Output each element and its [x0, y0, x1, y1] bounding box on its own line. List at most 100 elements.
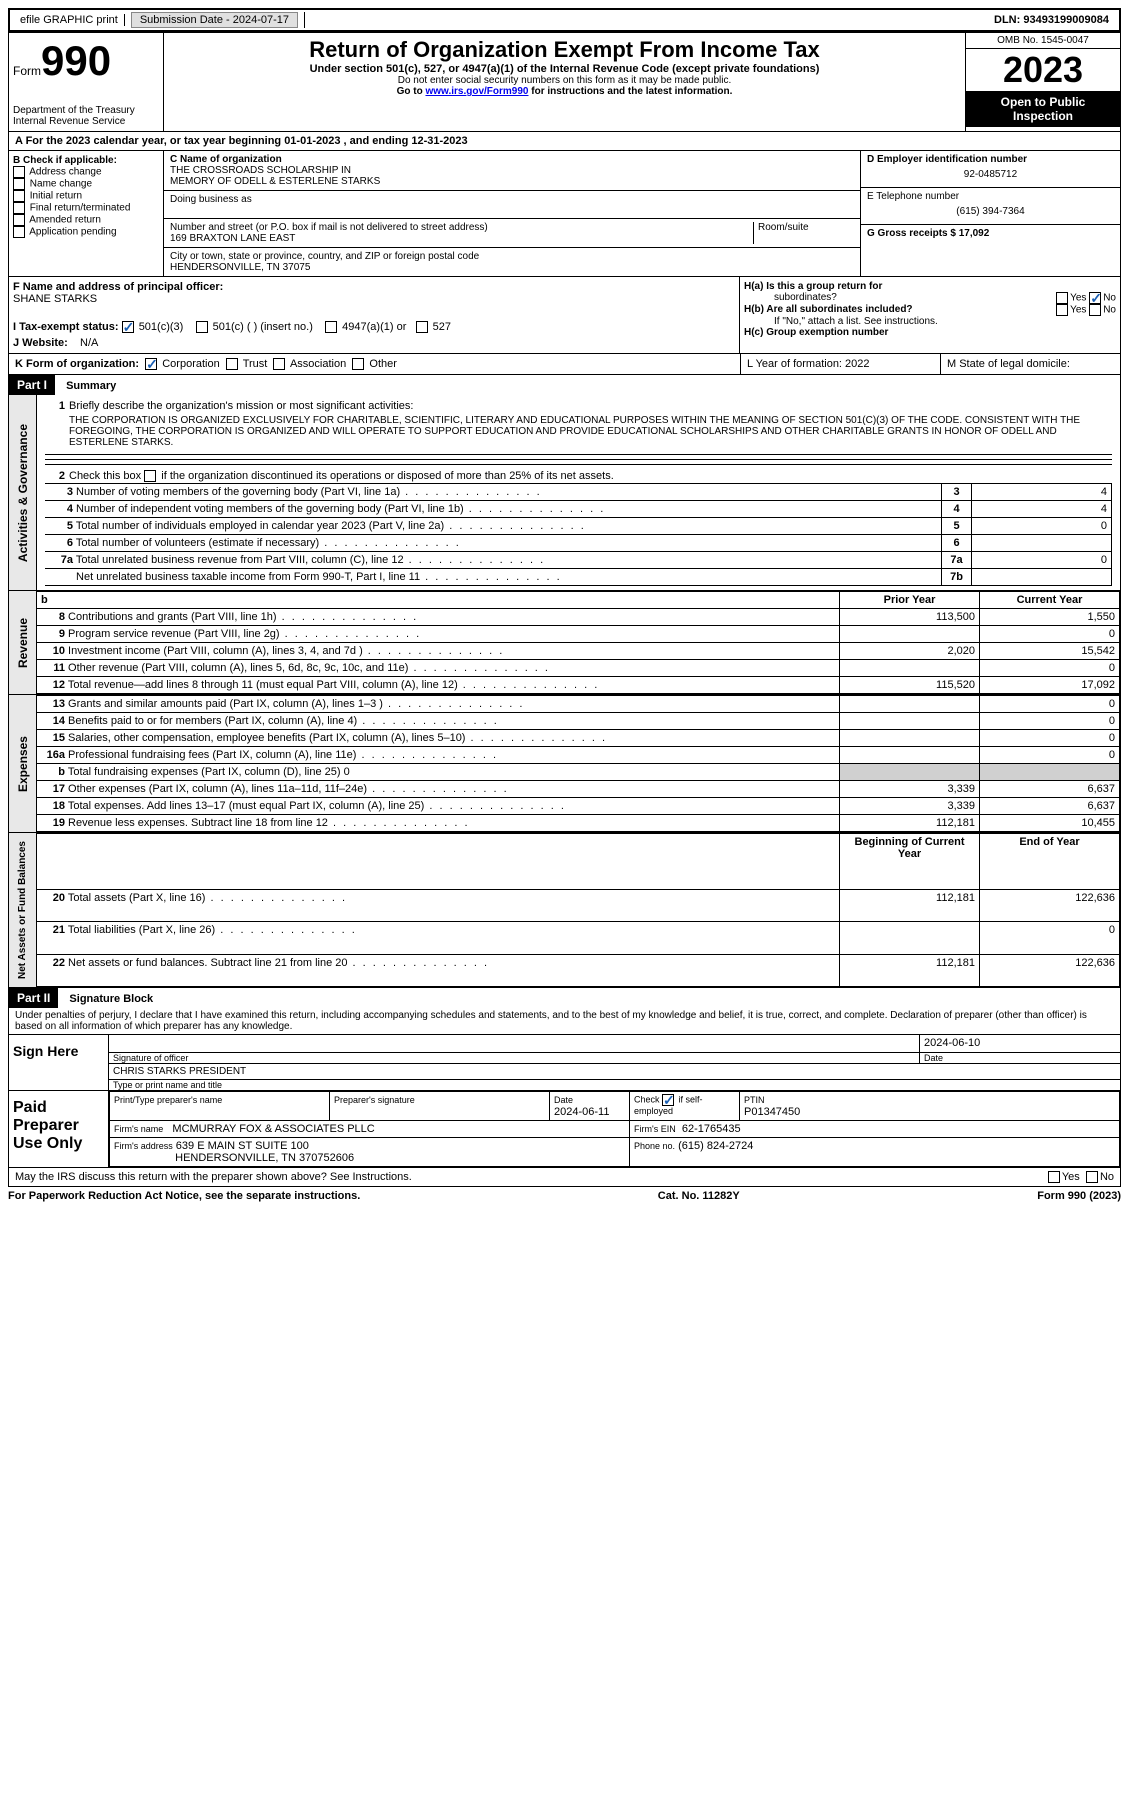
prep-date-label: Date [554, 1095, 573, 1105]
checkbox-assoc[interactable] [273, 358, 285, 370]
mission-text: THE CORPORATION IS ORGANIZED EXCLUSIVELY… [45, 413, 1112, 450]
checkbox-hb-yes[interactable] [1056, 304, 1068, 316]
sign-here-label: Sign Here [9, 1035, 109, 1090]
opt-0: Address change [29, 167, 101, 178]
line2-post: if the organization discontinued its ope… [158, 470, 614, 482]
j-label: J Website: [13, 337, 68, 349]
firm-ein-label: Firm's EIN [634, 1124, 676, 1134]
paid-prep-label: Paid Preparer Use Only [9, 1091, 109, 1167]
opt-4: Amended return [29, 215, 101, 226]
g-label: G Gross receipts $ 17,092 [867, 228, 1114, 239]
dept2-label: Internal Revenue Service [13, 116, 159, 127]
main-title: Return of Organization Exempt From Incom… [172, 37, 957, 63]
type-label: Type or print name and title [109, 1080, 1120, 1090]
checkbox-initial-return[interactable] [13, 190, 25, 202]
i-4947: 4947(a)(1) or [342, 321, 406, 333]
checkbox-application-pending[interactable] [13, 226, 25, 238]
checkbox-discuss-no[interactable] [1086, 1171, 1098, 1183]
street-value: 169 BRAXTON LANE EAST [170, 233, 749, 244]
goto-link[interactable]: www.irs.gov/Form990 [425, 86, 528, 97]
website-value: N/A [80, 337, 98, 349]
discuss-no: No [1100, 1171, 1114, 1183]
firm-ein: 62-1765435 [682, 1123, 741, 1135]
street-label: Number and street (or P.O. box if mail i… [170, 222, 749, 233]
checkbox-trust[interactable] [226, 358, 238, 370]
goto-post: for instructions and the latest informat… [528, 86, 732, 97]
hb-note: If "No," attach a list. See instructions… [744, 316, 1116, 327]
hc-label: H(c) Group exemption number [744, 327, 1116, 338]
checkbox-self-employed[interactable] [662, 1094, 674, 1106]
checkbox-address-change[interactable] [13, 166, 25, 178]
subtitle: Under section 501(c), 527, or 4947(a)(1)… [172, 63, 957, 75]
vert-gov-label: Activities & Governance [14, 416, 32, 570]
checkbox-hb-no[interactable] [1089, 304, 1101, 316]
line2-pre: Check this box [69, 470, 144, 482]
l-label: L Year of formation: 2022 [740, 354, 940, 374]
declaration-text: Under penalties of perjury, I declare th… [8, 1008, 1121, 1035]
line1-label: Briefly describe the organization's miss… [69, 400, 1112, 412]
k-assoc: Association [290, 358, 346, 370]
ein-value: 92-0485712 [867, 165, 1114, 184]
expenses-table: 13 Grants and similar amounts paid (Part… [37, 695, 1120, 832]
checkbox-discontinued[interactable] [144, 470, 156, 482]
form-number: 990 [41, 37, 111, 84]
checkbox-amended[interactable] [13, 214, 25, 226]
omb-number: OMB No. 1545-0047 [966, 33, 1120, 49]
e-label: E Telephone number [867, 191, 1114, 202]
line-a: A For the 2023 calendar year, or tax yea… [8, 132, 1121, 151]
checkbox-other[interactable] [352, 358, 364, 370]
checkbox-501c[interactable] [196, 321, 208, 333]
part2-header: Part II [9, 988, 58, 1008]
officer-name: SHANE STARKS [13, 293, 735, 305]
officer-name-title: CHRIS STARKS PRESIDENT [109, 1063, 1120, 1080]
hb-label: H(b) Are all subordinates included? [744, 304, 913, 316]
firm-addr2: HENDERSONVILLE, TN 370752606 [175, 1152, 354, 1164]
checkbox-discuss-yes[interactable] [1048, 1171, 1060, 1183]
checkbox-final-return[interactable] [13, 202, 25, 214]
prep-sig-label: Preparer's signature [334, 1095, 415, 1105]
ha-label2: subordinates? [744, 292, 837, 304]
k-other: Other [369, 358, 397, 370]
opt-5: Application pending [29, 227, 116, 238]
checkbox-527[interactable] [416, 321, 428, 333]
i-501c3: 501(c)(3) [139, 321, 184, 333]
i-label: I Tax-exempt status: [13, 321, 119, 333]
phone-label: Phone no. [634, 1141, 675, 1151]
submission-date-button[interactable]: Submission Date - 2024-07-17 [131, 12, 298, 28]
discuss-yes: Yes [1062, 1171, 1080, 1183]
sig-officer-label: Signature of officer [109, 1053, 920, 1063]
footer: For Paperwork Reduction Act Notice, see … [8, 1187, 1121, 1205]
yes-2: Yes [1070, 305, 1086, 316]
sig-date-label: Date [920, 1053, 1120, 1063]
info-section: B Check if applicable: Address change Na… [8, 151, 1121, 277]
ptin-value: P01347450 [744, 1106, 800, 1118]
top-bar: efile GRAPHIC print Submission Date - 20… [8, 8, 1121, 32]
checkbox-ha-no[interactable] [1089, 292, 1101, 304]
checkbox-name-change[interactable] [13, 178, 25, 190]
dln-label: DLN: 93493199009084 [988, 14, 1115, 26]
k-label: K Form of organization: [15, 358, 139, 370]
opt-3: Final return/terminated [30, 203, 131, 214]
prep-phone: (615) 824-2724 [678, 1140, 753, 1152]
c-label: C Name of organization [170, 154, 854, 165]
prep-name-label: Print/Type preparer's name [114, 1095, 222, 1105]
checkbox-corp[interactable] [145, 358, 157, 370]
i-501c: 501(c) ( ) (insert no.) [213, 321, 313, 333]
dept-label: Department of the Treasury [13, 105, 159, 116]
yes-1: Yes [1070, 293, 1086, 304]
prep-date: 2024-06-11 [554, 1106, 609, 1118]
checkbox-ha-yes[interactable] [1056, 292, 1068, 304]
net-assets-table: Beginning of Current YearEnd of Year20 T… [37, 833, 1120, 987]
ha-label: H(a) Is this a group return for [744, 281, 882, 292]
city-value: HENDERSONVILLE, TN 37075 [170, 262, 854, 273]
m-label: M State of legal domicile: [940, 354, 1120, 374]
firm-addr1: 639 E MAIN ST SUITE 100 [176, 1140, 309, 1152]
efile-label: efile GRAPHIC print [14, 14, 125, 26]
discuss-label: May the IRS discuss this return with the… [15, 1171, 412, 1183]
prep-check-pre: Check [634, 1095, 662, 1105]
checkbox-501c3[interactable] [122, 321, 134, 333]
part2-title: Signature Block [61, 993, 153, 1005]
no-2: No [1103, 305, 1116, 316]
cat-number: Cat. No. 11282Y [658, 1190, 740, 1202]
checkbox-4947[interactable] [325, 321, 337, 333]
